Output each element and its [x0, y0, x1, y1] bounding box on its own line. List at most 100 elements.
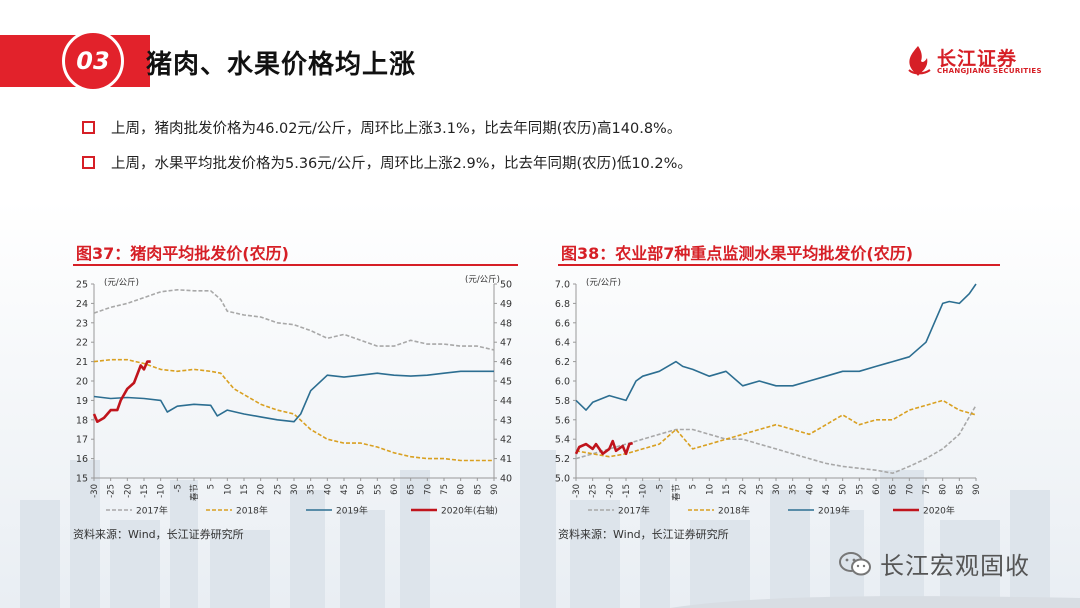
bullet-item: 上周，猪肉批发价格为46.02元/公斤，周环比上涨3.1%，比去年同期(农历)高… [82, 117, 681, 138]
x-tick-label: 30 [290, 484, 300, 495]
x-tick-label: 85 [955, 484, 965, 495]
section-number-badge: 03 [62, 30, 124, 92]
x-tick-label: 85 [473, 484, 483, 495]
series-line-2020年(右轴) [92, 360, 151, 423]
series-line-2019年 [93, 370, 494, 423]
legend-label: 2017年 [618, 505, 650, 517]
x-tick-label: -10 [157, 484, 167, 498]
y-tick-label: 16 [76, 454, 88, 465]
x-tick-label: -20 [123, 484, 133, 498]
y-tick-label: 6.2 [555, 357, 570, 368]
y-right-tick-label: 42 [500, 435, 512, 446]
y-tick-label: 6.8 [555, 299, 570, 310]
chart-title: 图38：农业部7种重点监测水果平均批发价(农历) [561, 244, 914, 263]
y-tick-label: 25 [76, 280, 88, 291]
y-tick-label: 19 [76, 396, 88, 407]
series-line-2017年 [93, 288, 495, 351]
x-tick-label: 75 [922, 484, 932, 495]
y-tick-label: 5.2 [555, 454, 570, 465]
y-right-tick-label: 40 [500, 474, 512, 485]
x-tick-label: 70 [905, 484, 915, 495]
chart-title: 图37：猪肉平均批发价(农历) [76, 244, 289, 263]
x-tick-label: -25 [589, 484, 599, 498]
logo-text-en: CHANGJIANG SECURITIES [937, 67, 1042, 75]
y-right-tick-label: 43 [500, 415, 512, 426]
section-number: 03 [76, 47, 110, 75]
page-title: 猪肉、水果价格均上涨 [146, 50, 417, 80]
legend-label: 2020年 [923, 505, 955, 517]
x-tick-label: -5 [655, 484, 665, 492]
y-tick-label: 18 [76, 415, 88, 426]
y-tick-label: 7.0 [555, 280, 570, 291]
x-tick-label: 90 [972, 484, 982, 495]
x-tick-label: -10 [639, 484, 649, 498]
x-tick-label: 35 [307, 484, 317, 495]
x-tick-label: 25 [755, 484, 765, 495]
x-tick-label: 10 [705, 484, 715, 495]
pork-price-chart: 15 16 17 18 19 20 21 22 23 24 25 40 41 42 43 44 45 46 47 48… [76, 274, 512, 517]
bullet-text: 上周，猪肉批发价格为46.02元/公斤，周环比上涨3.1%，比去年同期(农历)高… [111, 121, 682, 137]
x-tick-label: 40 [805, 484, 815, 495]
y-right-tick-label: 46 [500, 357, 512, 368]
x-tick-label: 45 [340, 484, 350, 495]
logo-text-cn: 长江证券 [937, 48, 1018, 70]
y-right-tick-label: 50 [500, 280, 512, 291]
x-tick-label: 75 [440, 484, 450, 495]
city-background [0, 200, 1080, 608]
y-tick-label: 22 [76, 338, 88, 349]
y-tick-label: 5.8 [555, 396, 570, 407]
y-axis-label: (元/公斤) [586, 277, 621, 288]
y-tick-label: 6.6 [555, 318, 570, 329]
series-line-2018年 [93, 358, 494, 462]
chart-source: 资料来源：Wind，长江证券研究所 [558, 528, 729, 541]
y-right-tick-label: 47 [500, 338, 512, 349]
x-tick-label: 80 [939, 484, 949, 495]
x-tick-label: 50 [357, 484, 367, 495]
y-tick-label: 5.4 [555, 435, 570, 446]
x-tick-label: 20 [739, 484, 749, 495]
x-tick-label: -15 [622, 484, 632, 498]
bottom-decoration [670, 596, 1080, 608]
legend-label: 2020年(右轴) [441, 505, 498, 517]
x-tick-label: 70 [423, 484, 433, 495]
bullet-square-icon [82, 156, 95, 169]
x-tick-label: -30 [90, 484, 100, 498]
y-right-axis-label: (元/公斤) [465, 274, 500, 285]
x-tick-label: 55 [855, 484, 865, 495]
x-tick-label: 50 [839, 484, 849, 495]
company-logo: 长江证券 CHANGJIANG SECURITIES [903, 42, 1043, 82]
x-tick-label: -25 [107, 484, 117, 498]
bullet-item: 上周，水果平均批发价格为5.36元/公斤，周环比上涨2.9%，比去年同期(农历)… [82, 152, 692, 173]
y-tick-label: 17 [76, 435, 88, 446]
y-tick-label: 6.0 [555, 377, 570, 388]
legend-label: 2018年 [236, 505, 268, 517]
y-axis-label: (元/公斤) [104, 277, 139, 288]
x-tick-label: 15 [240, 484, 250, 495]
series-line-2020年 [574, 439, 634, 456]
y-tick-label: 6.4 [555, 338, 570, 349]
chart-title-underline [558, 264, 1000, 266]
x-tick-label: 35 [789, 484, 799, 495]
x-tick-label: 30 [772, 484, 782, 495]
chart-title-underline [73, 264, 518, 266]
series-line-2019年 [575, 283, 977, 411]
x-tick-label: 10 [223, 484, 233, 495]
y-tick-label: 15 [76, 474, 88, 485]
x-tick-label: 60 [390, 484, 400, 495]
x-tick-label: 25 [273, 484, 283, 495]
x-tick-label: 5 [207, 484, 217, 489]
y-tick-label: 24 [76, 299, 88, 310]
x-tick-label: 80 [457, 484, 467, 495]
x-tick-label: -30 [572, 484, 582, 498]
series-line-2018年 [575, 399, 977, 458]
y-right-tick-label: 45 [500, 377, 512, 388]
y-right-tick-label: 49 [500, 299, 512, 310]
y-tick-label: 5.0 [555, 474, 570, 485]
y-right-tick-label: 41 [500, 454, 512, 465]
fruit-price-chart: 5.0 5.2 5.4 5.6 5.8 6.0 6.2 6.4 6.6 6.8 7.0 (元/公斤) -… [555, 277, 982, 517]
wechat-icon [839, 551, 871, 575]
bullet-text: 上周，水果平均批发价格为5.36元/公斤，周环比上涨2.9%，比去年同期(农历)… [111, 156, 692, 172]
x-tick-label: -20 [605, 484, 615, 498]
x-tick-label: 20 [257, 484, 267, 495]
x-tick-label: -15 [140, 484, 150, 498]
